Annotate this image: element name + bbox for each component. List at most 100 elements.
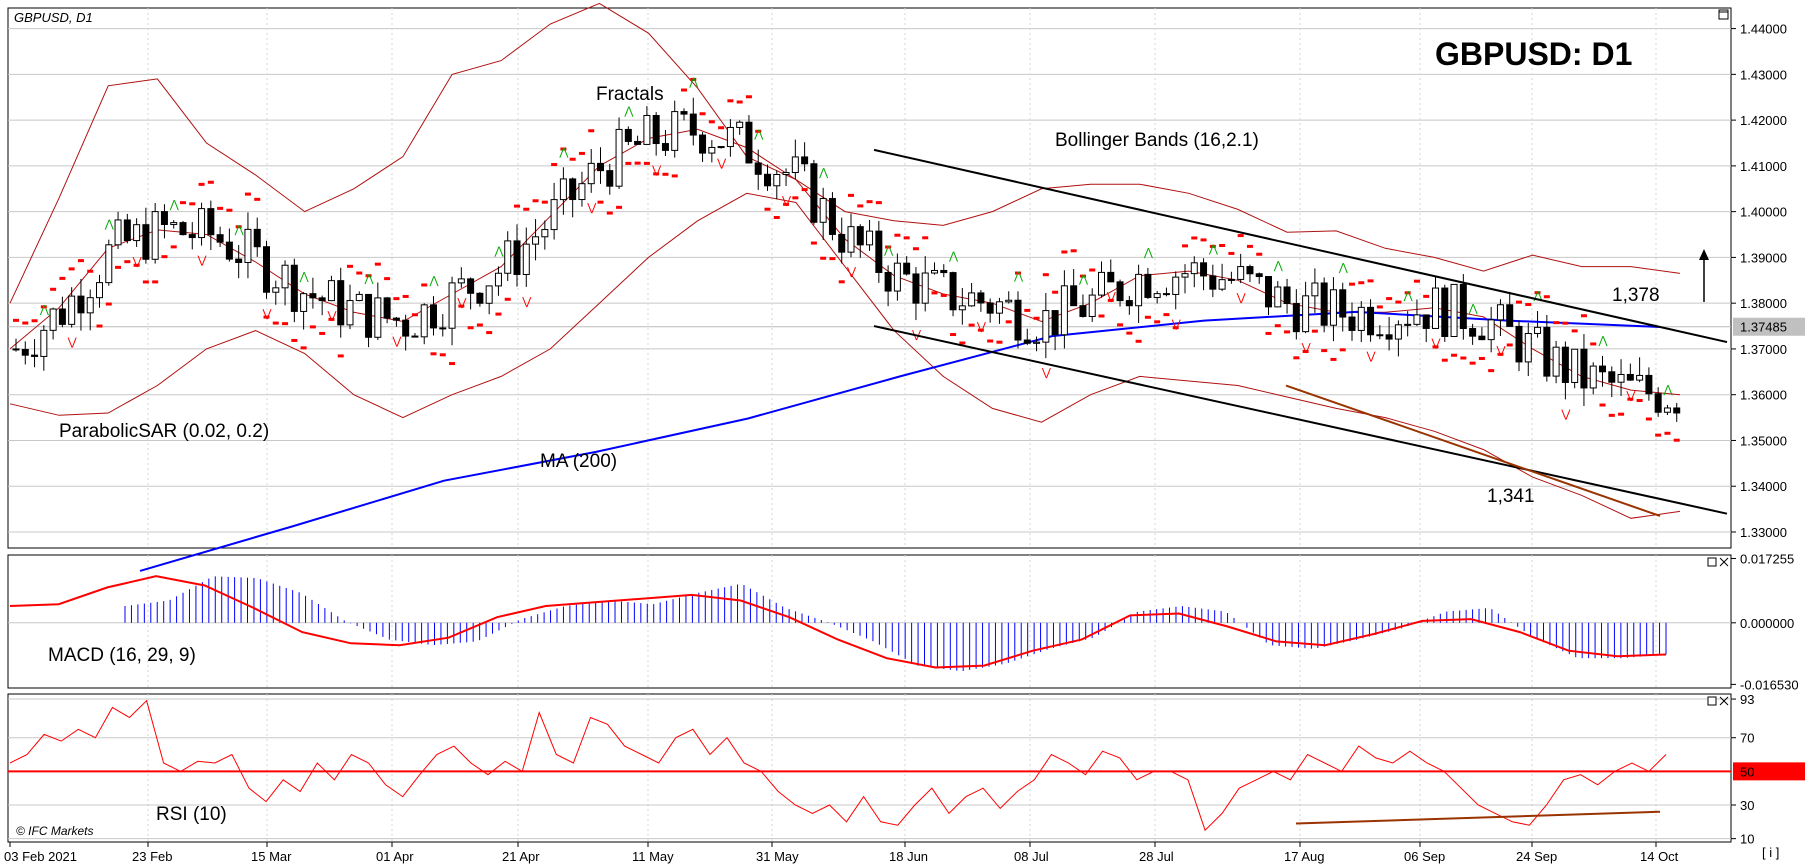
sar-dot — [1061, 250, 1068, 254]
channel-lower-line — [873, 325, 1728, 515]
candle — [828, 192, 836, 241]
symbol-label: GBPUSD, D1 — [14, 10, 93, 25]
info-corner-icon[interactable]: [ i ] — [1762, 845, 1779, 860]
price-y-tick-label: 1.36000 — [1740, 388, 1787, 403]
price-panel-maximize-icon[interactable] — [1718, 9, 1729, 20]
candle — [1422, 314, 1430, 343]
candle-body — [151, 211, 159, 260]
sar-dot — [244, 192, 251, 196]
candle-body — [105, 244, 113, 284]
candle-body — [856, 226, 864, 246]
sar-dot — [1618, 412, 1625, 416]
sar-dot — [337, 354, 344, 358]
sar-dot — [1404, 291, 1411, 295]
candle-body — [1153, 293, 1161, 298]
sar-dot — [950, 333, 957, 337]
candle-body — [383, 297, 391, 319]
candle — [420, 303, 428, 345]
candle — [1571, 348, 1579, 389]
rsi-panel-controls-icon[interactable] — [1707, 696, 1729, 706]
candle-body — [893, 262, 901, 292]
sar-dot — [365, 274, 372, 278]
candle — [142, 207, 150, 264]
candle-body — [680, 111, 688, 115]
candle-body — [791, 156, 799, 174]
candle-body — [198, 208, 206, 239]
candle-body — [708, 146, 716, 154]
candle — [986, 298, 994, 323]
candle-body — [912, 273, 920, 304]
sar-dot — [931, 291, 938, 295]
candle-body — [31, 354, 39, 357]
candle — [31, 339, 39, 368]
candle — [699, 132, 707, 162]
candle-body — [624, 128, 632, 142]
fractal-down-icon: ⋁ — [651, 164, 662, 177]
candle — [726, 119, 734, 157]
sar-dot — [1580, 314, 1587, 318]
sar-dot — [411, 313, 418, 317]
fractal-down-icon: ⋁ — [586, 201, 597, 214]
candle — [736, 120, 744, 135]
sar-dot — [1042, 273, 1049, 277]
ma-200-path — [139, 310, 1661, 572]
candle-body — [541, 229, 549, 238]
fractal-down-icon: ⋁ — [197, 254, 208, 267]
sar-dot — [115, 265, 122, 269]
sar-dot — [170, 245, 177, 249]
x-tick-label: 31 May — [756, 849, 799, 864]
y-axis: 1.44000 1.43000 1.42000 1.41000 1.40000 1.390… — [1731, 22, 1805, 847]
sar-dot — [1516, 300, 1522, 304]
parabolic-sar-dots — [13, 77, 1680, 442]
candle-body — [1617, 373, 1625, 383]
candle-body — [995, 301, 1003, 314]
sar-dot — [1460, 356, 1467, 360]
candle-body — [717, 146, 725, 149]
candle-body — [1580, 348, 1588, 389]
candle-body — [550, 199, 558, 231]
candle-body — [1274, 286, 1282, 308]
candle — [188, 222, 196, 250]
sar-dot — [588, 129, 595, 133]
candle-body — [430, 304, 437, 329]
candle-body — [1107, 271, 1115, 283]
candle — [1459, 274, 1467, 340]
candle-body — [1339, 289, 1347, 318]
candle-body — [448, 282, 456, 329]
candle-body — [290, 264, 298, 312]
candle — [1515, 320, 1523, 372]
candle-body — [439, 327, 447, 330]
macd-panel-controls-icon[interactable] — [1707, 557, 1729, 567]
sar-dot — [1349, 282, 1355, 286]
candle — [1626, 363, 1634, 381]
fractal-down-icon: ⋁ — [716, 157, 727, 170]
candle-body — [225, 241, 233, 260]
candle — [1394, 320, 1402, 357]
sar-dot — [40, 305, 47, 309]
candle — [439, 314, 447, 337]
candle-body — [485, 285, 493, 304]
candle-body — [597, 162, 604, 172]
fractal-up-icon: ⋀ — [104, 218, 115, 231]
sar-dot — [1553, 321, 1560, 325]
sar-dot — [1367, 279, 1374, 283]
candle-body — [467, 278, 475, 294]
candle-body — [96, 282, 103, 299]
candle — [179, 220, 187, 236]
sar-dot — [1246, 244, 1253, 248]
candle — [513, 224, 521, 287]
level-high-label: 1,378 — [1612, 285, 1660, 306]
candle-body — [40, 329, 48, 357]
candle-body — [411, 335, 419, 338]
candle-body — [1051, 310, 1059, 336]
candle — [1450, 283, 1458, 338]
candle — [467, 277, 475, 310]
candle-body — [1209, 275, 1217, 290]
candle — [754, 149, 762, 190]
sar-dot — [31, 319, 38, 323]
candle-body — [968, 292, 976, 307]
candle — [1348, 302, 1356, 341]
candle-body — [1042, 310, 1050, 343]
candle — [764, 164, 771, 191]
sar-dot — [328, 317, 335, 321]
